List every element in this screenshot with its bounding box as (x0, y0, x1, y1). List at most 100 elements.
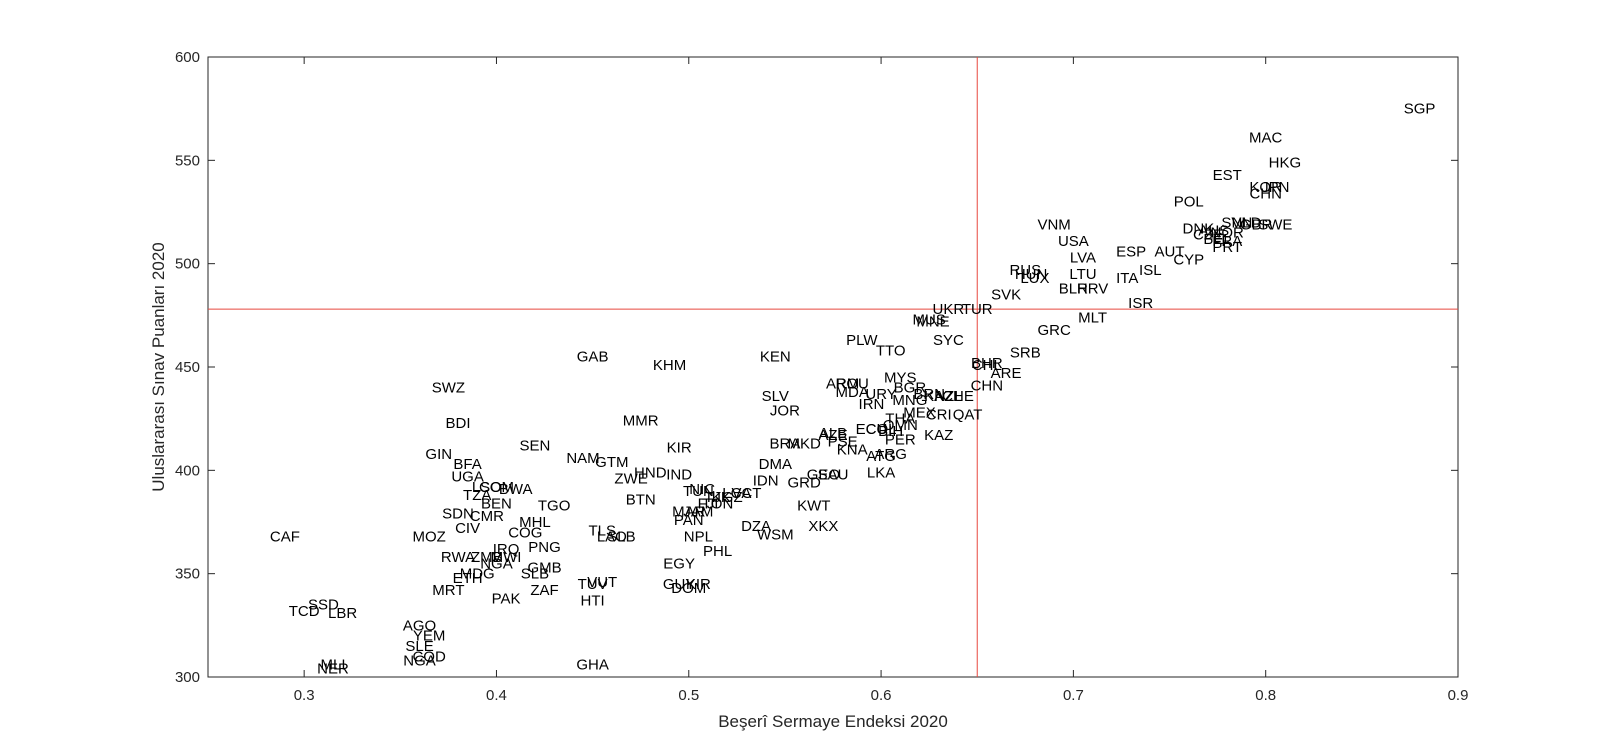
point-labels: SGPMACHKGESTKORJPNCHNPOLSVNNLDGBRSWEDNKC… (270, 101, 1435, 678)
point-label-guy: GUY (663, 576, 696, 593)
point-label-chn2: CHN (971, 378, 1004, 395)
point-label-chl: CHL (972, 357, 1002, 374)
point-label-jpn: JPN (1261, 179, 1289, 196)
point-label-bra: BRA (770, 435, 801, 452)
point-label-tza: TZA (463, 487, 491, 504)
point-label-mne: MNE (916, 314, 949, 331)
point-label-hun: HUN (1015, 266, 1048, 283)
point-label-omn: OMN (883, 417, 918, 434)
point-label-lux: LUX (1020, 270, 1049, 287)
x-axis-title: Beşerî Sermaye Endeksi 2020 (718, 712, 948, 731)
point-label-rwa: RWA (441, 549, 475, 566)
point-label-gab: GAB (577, 349, 609, 366)
point-label-nzl: NZL (934, 388, 962, 405)
point-label-swz: SWZ (432, 380, 465, 397)
point-label-mys: MYS (884, 369, 917, 386)
point-label-col: COL (866, 421, 897, 438)
point-label-nor: NOR (1211, 225, 1245, 242)
point-label-lka: LKA (867, 464, 895, 481)
point-label-ltu: LTU (1069, 266, 1096, 283)
point-label-lva: LVA (1070, 249, 1096, 266)
point-label-mac: MAC (1249, 130, 1283, 147)
y-tick-label: 550 (175, 152, 200, 169)
point-label-sen: SEN (520, 438, 551, 455)
y-tick-label: 450 (175, 359, 200, 376)
point-label-usa: USA (1058, 233, 1089, 250)
point-label-ken: KEN (760, 349, 791, 366)
point-label-rus: RUS (1009, 262, 1041, 279)
point-label-kir: KIR (667, 440, 692, 457)
point-label-aus: AUS (1198, 223, 1229, 240)
point-label-arm: ARM (826, 376, 859, 393)
point-label-bhr: BHR (971, 355, 1003, 372)
point-label-bel: BEL (1203, 231, 1231, 248)
point-label-dnk: DNK (1183, 221, 1215, 238)
point-label-lao: LAO (597, 528, 627, 545)
x-tick-label: 0.8 (1255, 687, 1276, 704)
point-label-est: EST (1213, 167, 1242, 184)
point-label-syc: SYC (933, 332, 964, 349)
point-label-mmr: MMR (623, 413, 659, 430)
y-tick-label: 400 (175, 462, 200, 479)
point-label-svn: SVN (1221, 214, 1252, 231)
point-label-ind: IND (666, 466, 692, 483)
point-label-jor: JOR (770, 402, 800, 419)
point-label-atg: ATG (866, 448, 896, 465)
point-label-gin: GIN (425, 446, 452, 463)
point-label-caf: CAF (270, 528, 300, 545)
point-label-bgr: BGR (894, 380, 927, 397)
y-axis-title: Uluslararası Sınav Puanları 2020 (149, 242, 168, 491)
point-label-sgp: SGP (1404, 101, 1436, 118)
point-label-gmb: GMB (527, 559, 561, 576)
point-label-aze: AZE (818, 427, 847, 444)
point-label-fji: FJI (698, 495, 719, 512)
point-label-cze: CZE (1193, 227, 1223, 244)
point-label-ner: NER (317, 661, 349, 678)
point-label-prt: PRT (1212, 239, 1242, 256)
point-label-kir2: KIR (686, 576, 711, 593)
point-label-rou: ROU (836, 376, 869, 393)
point-label-vnm: VNM (1037, 216, 1070, 233)
point-label-idn: IDN (753, 473, 779, 490)
point-label-btn: BTN (626, 491, 656, 508)
point-label-nga2: NGA (480, 555, 513, 572)
point-label-bih: BIH (878, 423, 903, 440)
point-label-svk: SVK (991, 287, 1021, 304)
point-label-tcd: TCD (289, 603, 320, 620)
point-label-mda: MDA (836, 384, 869, 401)
point-label-mrt: MRT (432, 582, 464, 599)
y-tick-label: 350 (175, 566, 200, 583)
point-label-per: PER (885, 431, 916, 448)
point-label-chn: CHN (1249, 185, 1282, 202)
point-label-xkx: XKX (808, 518, 838, 535)
point-label-esp: ESP (1116, 243, 1146, 260)
point-label-sle: SLE (405, 638, 433, 655)
point-label-phl: PHL (703, 543, 732, 560)
point-label-lso: LSO (472, 479, 502, 496)
point-label-pak: PAK (492, 590, 521, 607)
point-label-slb2: SLB (607, 528, 635, 545)
point-label-gtm: GTM (595, 454, 628, 471)
point-label-vut: VUT (587, 574, 617, 591)
point-label-hkg: HKG (1269, 154, 1302, 171)
reference-lines (208, 57, 1458, 677)
point-label-kor: KOR (1249, 179, 1282, 196)
point-label-kgz: KGZ (712, 489, 743, 506)
point-label-ssd: SSD (308, 597, 339, 614)
point-label-nic: NIC (689, 481, 715, 498)
point-label-com: COM (479, 479, 514, 496)
point-label-aut: AUT (1155, 243, 1185, 260)
point-label-tun: TUN (683, 483, 714, 500)
point-label-grd: GRD (787, 475, 821, 492)
plot-area (207, 56, 1459, 678)
point-label-tha: THA (885, 411, 915, 428)
point-label-brn: BRN (913, 386, 945, 403)
point-label-mlt: MLT (1078, 309, 1107, 326)
point-label-nld: NLD (1231, 214, 1261, 231)
point-label-isr: ISR (1128, 295, 1153, 312)
point-label-grc: GRC (1037, 322, 1071, 339)
point-label-sau: SAU (818, 466, 849, 483)
point-label-png: PNG (528, 539, 561, 556)
y-tick-label: 300 (175, 669, 200, 686)
point-label-hnd: HND (634, 464, 667, 481)
